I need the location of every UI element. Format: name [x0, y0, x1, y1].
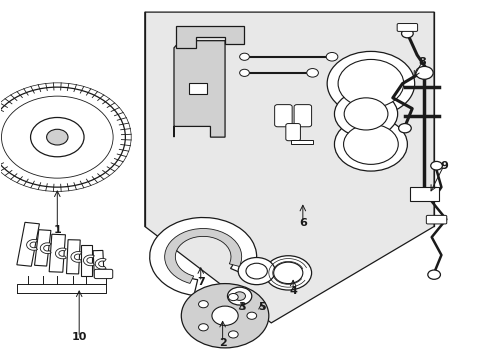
- Circle shape: [401, 29, 412, 38]
- Circle shape: [337, 59, 403, 108]
- Bar: [290, 140, 312, 144]
- Wedge shape: [71, 252, 81, 262]
- Circle shape: [238, 257, 275, 285]
- Circle shape: [211, 306, 238, 325]
- Circle shape: [344, 98, 387, 130]
- Circle shape: [430, 161, 442, 170]
- Circle shape: [30, 117, 84, 157]
- Circle shape: [181, 284, 268, 348]
- Polygon shape: [81, 245, 92, 275]
- FancyBboxPatch shape: [274, 105, 291, 127]
- Text: 6: 6: [298, 218, 306, 228]
- Wedge shape: [149, 217, 256, 296]
- Circle shape: [343, 124, 397, 165]
- Wedge shape: [55, 248, 66, 259]
- Wedge shape: [26, 239, 38, 250]
- Circle shape: [326, 51, 414, 116]
- Polygon shape: [174, 37, 224, 137]
- Circle shape: [46, 129, 68, 145]
- Circle shape: [398, 123, 410, 133]
- Circle shape: [427, 270, 440, 279]
- Circle shape: [198, 301, 208, 308]
- Circle shape: [334, 117, 407, 171]
- Polygon shape: [93, 251, 104, 278]
- FancyBboxPatch shape: [94, 269, 113, 279]
- Polygon shape: [35, 230, 51, 266]
- Circle shape: [264, 256, 311, 290]
- Circle shape: [0, 87, 125, 187]
- Polygon shape: [144, 12, 433, 323]
- Wedge shape: [40, 243, 51, 253]
- Text: 9: 9: [439, 161, 447, 171]
- Text: 7: 7: [197, 277, 204, 287]
- Circle shape: [245, 263, 267, 279]
- Bar: [188, 83, 206, 94]
- Text: 8: 8: [417, 57, 425, 67]
- Polygon shape: [176, 26, 244, 48]
- Circle shape: [233, 292, 245, 300]
- Text: 10: 10: [71, 332, 87, 342]
- Wedge shape: [164, 229, 241, 283]
- Circle shape: [415, 66, 432, 79]
- Circle shape: [306, 68, 318, 77]
- Circle shape: [273, 262, 302, 284]
- Wedge shape: [95, 258, 106, 269]
- Text: 5: 5: [257, 302, 265, 312]
- FancyBboxPatch shape: [285, 123, 300, 141]
- Polygon shape: [17, 222, 40, 266]
- Circle shape: [334, 91, 397, 137]
- Wedge shape: [83, 255, 94, 266]
- Circle shape: [239, 69, 249, 76]
- Polygon shape: [66, 240, 80, 274]
- Text: 4: 4: [288, 286, 296, 296]
- FancyBboxPatch shape: [396, 23, 417, 31]
- Circle shape: [227, 287, 251, 305]
- Circle shape: [239, 53, 249, 60]
- FancyBboxPatch shape: [293, 105, 311, 127]
- Circle shape: [325, 53, 337, 61]
- Text: 1: 1: [53, 225, 61, 235]
- Circle shape: [228, 293, 238, 301]
- Polygon shape: [49, 234, 65, 272]
- Circle shape: [228, 331, 238, 338]
- Text: 2: 2: [218, 338, 226, 347]
- FancyBboxPatch shape: [426, 215, 446, 224]
- Circle shape: [198, 324, 208, 331]
- Text: 3: 3: [238, 302, 245, 312]
- Bar: [409, 187, 438, 202]
- Circle shape: [246, 312, 256, 319]
